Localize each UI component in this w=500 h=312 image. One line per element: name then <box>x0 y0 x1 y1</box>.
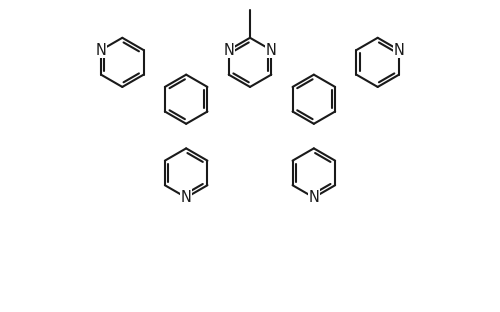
Text: N: N <box>266 42 276 58</box>
Text: N: N <box>180 190 192 205</box>
Text: N: N <box>224 42 234 58</box>
Text: N: N <box>96 42 106 58</box>
Text: N: N <box>308 190 320 205</box>
Text: N: N <box>394 42 404 58</box>
